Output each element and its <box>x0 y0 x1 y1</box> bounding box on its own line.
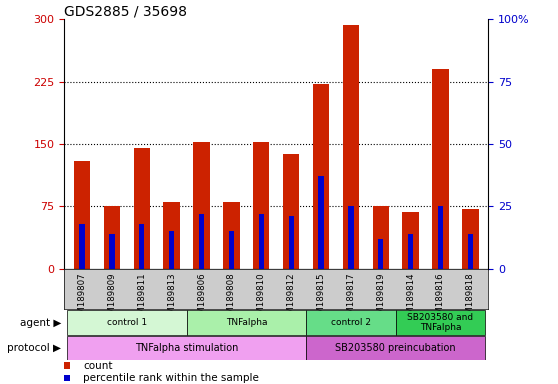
Text: agent ▶: agent ▶ <box>20 318 61 328</box>
Bar <box>74 161 90 269</box>
Bar <box>306 336 485 360</box>
Bar <box>186 310 306 336</box>
Text: SB203580 preincubation: SB203580 preincubation <box>335 343 456 353</box>
Bar <box>288 217 294 269</box>
Text: GSM189819: GSM189819 <box>376 272 385 324</box>
Text: GSM189812: GSM189812 <box>287 272 296 324</box>
Text: GSM189810: GSM189810 <box>257 272 266 324</box>
Text: GSM189806: GSM189806 <box>197 272 206 324</box>
Text: control 1: control 1 <box>107 318 147 327</box>
Text: GDS2885 / 35698: GDS2885 / 35698 <box>64 4 187 18</box>
Bar <box>468 234 473 269</box>
Text: count: count <box>83 361 113 371</box>
Bar <box>67 310 186 336</box>
Bar <box>319 177 324 269</box>
Text: GSM189809: GSM189809 <box>108 272 117 324</box>
Text: GSM189817: GSM189817 <box>347 272 355 324</box>
Bar <box>402 212 419 269</box>
Text: GSM189814: GSM189814 <box>406 272 415 324</box>
Bar <box>229 231 234 269</box>
Bar <box>462 209 479 269</box>
Bar <box>163 202 180 269</box>
Bar <box>79 224 85 269</box>
Bar <box>438 207 443 269</box>
Bar <box>408 234 413 269</box>
Bar <box>199 214 204 269</box>
Bar <box>109 234 114 269</box>
Bar <box>169 231 174 269</box>
Bar <box>253 142 270 269</box>
Text: GSM189808: GSM189808 <box>227 272 236 324</box>
Text: GSM189807: GSM189807 <box>78 272 86 324</box>
Bar <box>283 154 299 269</box>
Bar <box>373 207 389 269</box>
Bar <box>396 310 485 336</box>
Bar <box>348 207 354 269</box>
Text: control 2: control 2 <box>331 318 371 327</box>
Text: GSM189816: GSM189816 <box>436 272 445 324</box>
Text: protocol ▶: protocol ▶ <box>7 343 61 353</box>
Bar <box>313 84 329 269</box>
Text: GSM189815: GSM189815 <box>316 272 325 324</box>
Text: GSM189818: GSM189818 <box>466 272 475 324</box>
Bar <box>67 336 306 360</box>
Bar <box>193 142 210 269</box>
Bar <box>343 25 359 269</box>
Bar <box>104 207 120 269</box>
Text: percentile rank within the sample: percentile rank within the sample <box>83 373 259 383</box>
Bar <box>139 224 145 269</box>
Text: TNFalpha: TNFalpha <box>225 318 267 327</box>
Bar <box>223 202 239 269</box>
Bar <box>259 214 264 269</box>
Bar <box>133 148 150 269</box>
Bar <box>64 362 70 369</box>
Text: GSM189811: GSM189811 <box>137 272 146 324</box>
Bar <box>64 375 70 381</box>
Text: TNFalpha stimulation: TNFalpha stimulation <box>135 343 238 353</box>
Text: GSM189813: GSM189813 <box>167 272 176 324</box>
Bar <box>306 310 396 336</box>
Bar <box>432 69 449 269</box>
Bar <box>378 239 383 269</box>
Text: SB203580 and
TNFalpha: SB203580 and TNFalpha <box>407 313 474 332</box>
